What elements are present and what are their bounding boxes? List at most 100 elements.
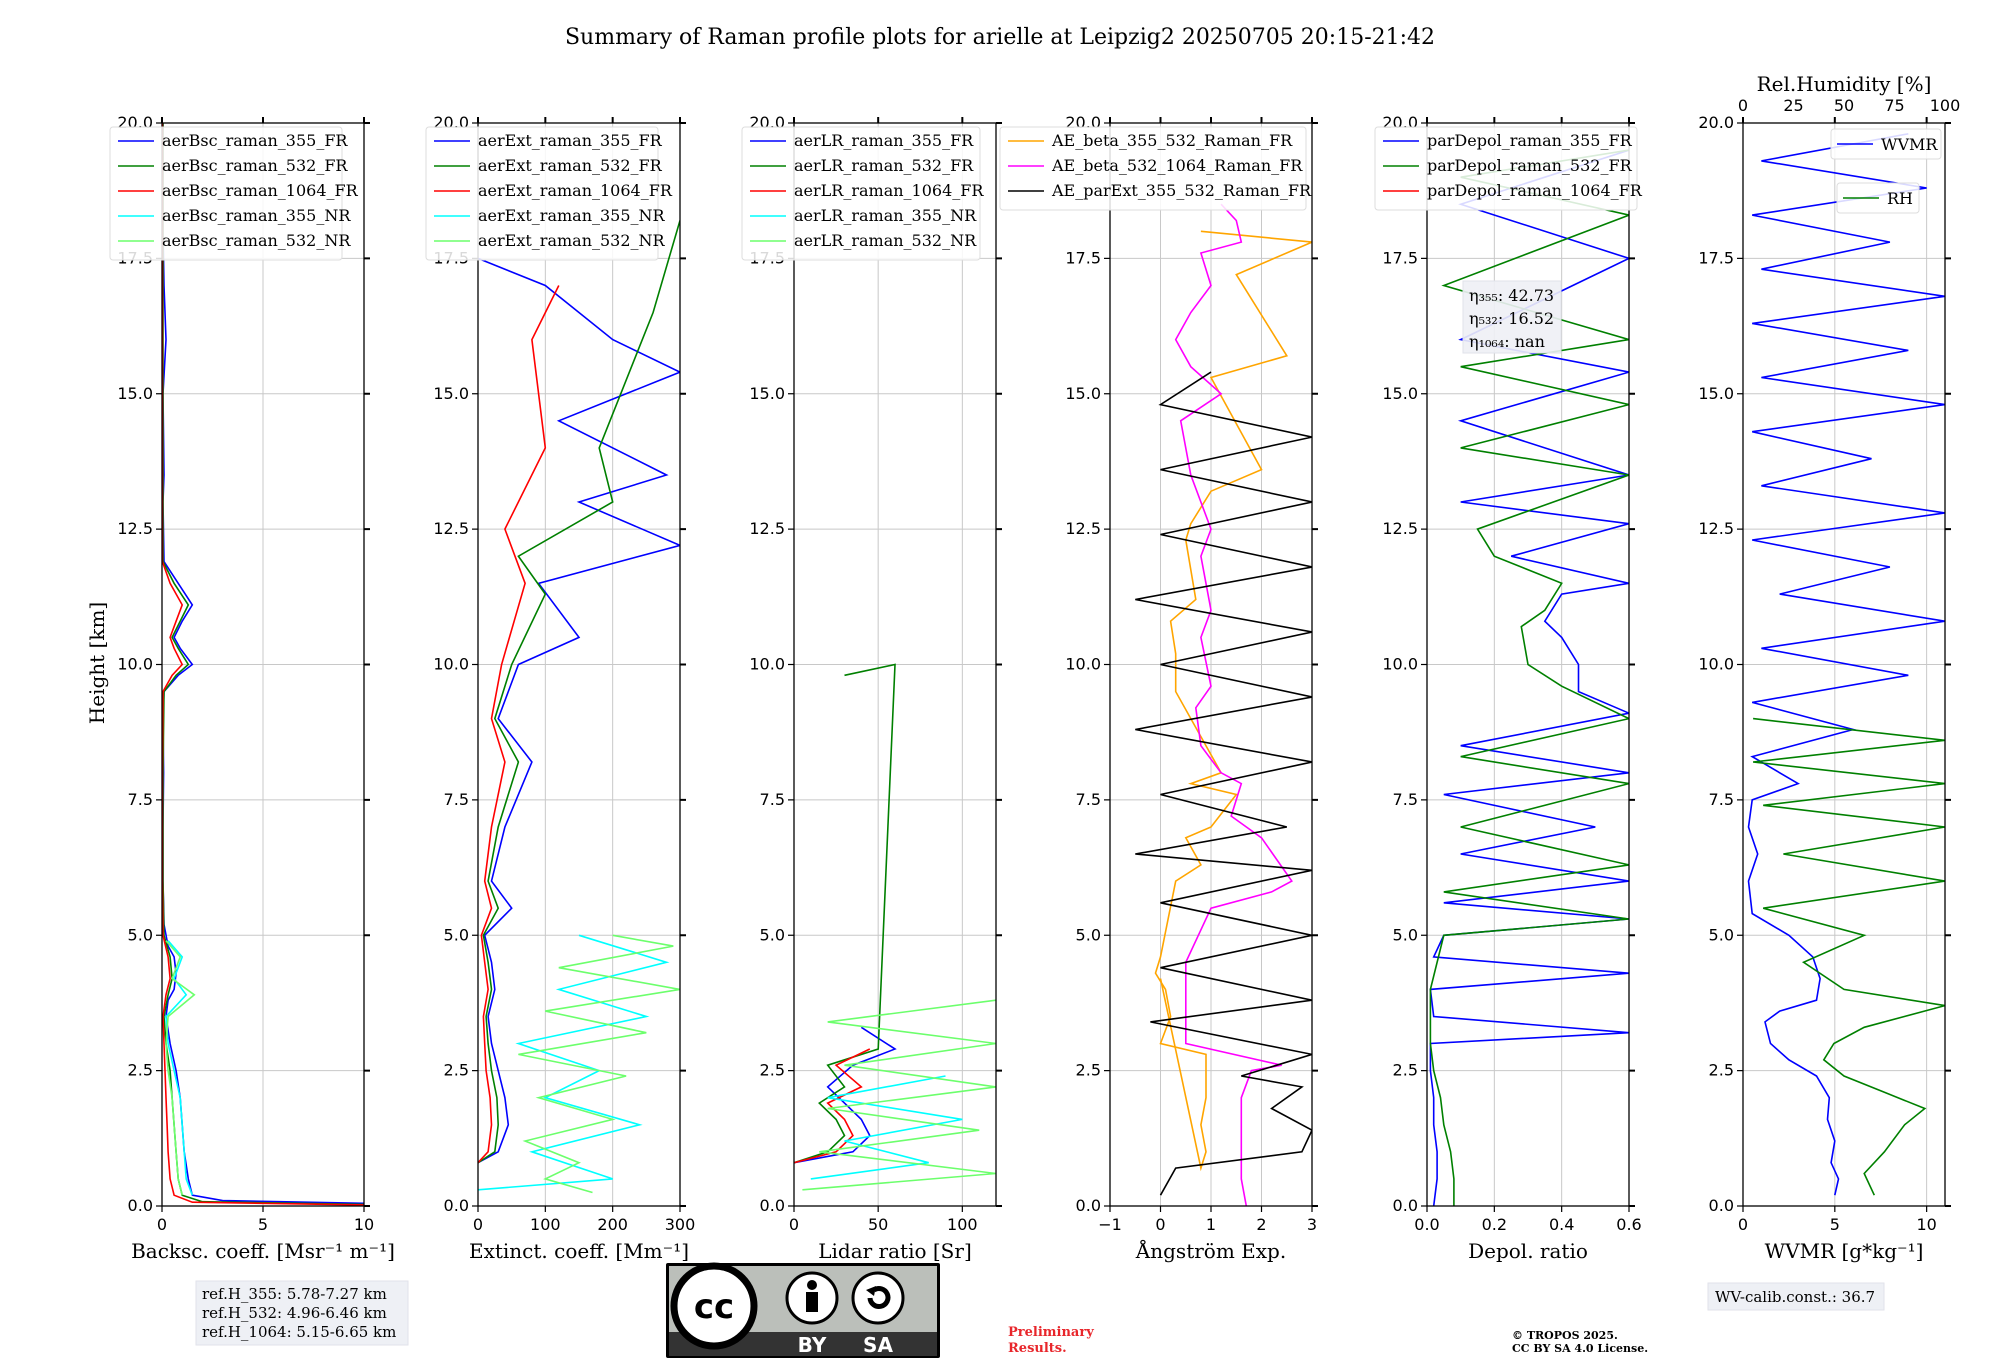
series-AE_beta_355_532_Raman_FR bbox=[1154, 230, 1312, 1172]
x-axis-label: Extinct. coeff. [Mm⁻¹] bbox=[469, 1239, 689, 1263]
x-tick-label: 50 bbox=[868, 1215, 888, 1234]
y-tick-label: 12.5 bbox=[433, 519, 469, 538]
y-tick-label: 7.5 bbox=[128, 790, 153, 809]
preliminary-line2: Results. bbox=[1008, 1341, 1067, 1356]
y-tick-label: 5.0 bbox=[1709, 925, 1734, 944]
panel-backscatter: 0.02.55.07.510.012.515.017.520.00510Back… bbox=[109, 113, 395, 1263]
cc-text: cc bbox=[694, 1287, 734, 1327]
x2-tick-label: 50 bbox=[1834, 96, 1854, 115]
legend-box bbox=[999, 126, 1307, 211]
legend-label: aerLR_raman_355_NR bbox=[794, 206, 977, 225]
ref-h-532: ref.H_532: 4.96-6.46 km bbox=[202, 1304, 387, 1322]
series-AE_parExt_355_532_Raman_FR bbox=[1135, 371, 1312, 1196]
x-tick-label: 0.6 bbox=[1616, 1215, 1641, 1234]
series-parDepol_raman_532_FR bbox=[1429, 149, 1629, 1206]
y-tick-label: 12.5 bbox=[749, 519, 785, 538]
y-tick-label: 7.5 bbox=[444, 790, 469, 809]
x-tick-label: −1 bbox=[1098, 1215, 1122, 1234]
x-axis-label: Ångström Exp. bbox=[1135, 1238, 1286, 1263]
y-tick-label: 0.0 bbox=[1393, 1196, 1418, 1215]
legend-label: aerBsc_raman_355_FR bbox=[162, 131, 348, 150]
eta-eta355: η₃₅₅: 42.73 bbox=[1469, 286, 1554, 305]
y-tick-label: 15.0 bbox=[1382, 384, 1418, 403]
x-tick-label: 0 bbox=[1155, 1215, 1165, 1234]
legend-label: parDepol_raman_532_FR bbox=[1427, 156, 1633, 175]
legend-label: aerBsc_raman_532_NR bbox=[162, 231, 351, 250]
series-group bbox=[478, 220, 680, 1194]
legend-box bbox=[1830, 128, 1942, 160]
y-tick-label: 17.5 bbox=[1382, 248, 1418, 267]
wv-calib-text: WV-calib.const.: 36.7 bbox=[1715, 1288, 1875, 1306]
by-label: BY bbox=[798, 1333, 827, 1357]
y-tick-label: 10.0 bbox=[1698, 655, 1734, 674]
y-tick-label: 0.0 bbox=[1709, 1196, 1734, 1215]
x-tick-label: 0.0 bbox=[1414, 1215, 1439, 1234]
y-tick-label: 10.0 bbox=[1065, 655, 1101, 674]
series-aerBsc_raman_532_NR bbox=[165, 940, 196, 1196]
series-group bbox=[1429, 149, 1629, 1206]
legend: aerBsc_raman_355_FR aerBsc_raman_532_FRae… bbox=[109, 126, 359, 261]
ref-h-355: ref.H_355: 5.78-7.27 km bbox=[202, 1285, 387, 1303]
y-tick-label: 10.0 bbox=[117, 655, 153, 674]
x-tick-label: 0.2 bbox=[1482, 1215, 1507, 1234]
y-tick-label: 12.5 bbox=[1382, 519, 1418, 538]
series-group bbox=[162, 123, 364, 1206]
legend-label: aerLR_raman_532_FR bbox=[794, 156, 974, 175]
y-tick-label: 2.5 bbox=[760, 1061, 785, 1080]
legend-label: aerExt_raman_355_FR bbox=[478, 131, 663, 150]
y-tick-label: 2.5 bbox=[444, 1061, 469, 1080]
legend: parDepol_raman_355_FR parDepol_raman_532_… bbox=[1374, 126, 1643, 211]
x2-tick-label: 75 bbox=[1884, 96, 1904, 115]
x2-tick-label: 0 bbox=[1738, 96, 1748, 115]
y-tick-label: 15.0 bbox=[433, 384, 469, 403]
series-group bbox=[794, 663, 996, 1191]
x-axis-label: Lidar ratio [Sr] bbox=[818, 1239, 972, 1263]
panel-lidar-ratio: 0.02.55.07.510.012.515.017.520.0050100Li… bbox=[741, 113, 1002, 1263]
y-tick-label: 5.0 bbox=[760, 925, 785, 944]
x-axis-label: Backsc. coeff. [Msr⁻¹ m⁻¹] bbox=[131, 1239, 395, 1263]
legend-label: AE_parExt_355_532_Raman_FR bbox=[1051, 181, 1312, 200]
x-tick-label: 100 bbox=[947, 1215, 978, 1234]
x-tick-label: 3 bbox=[1307, 1215, 1317, 1234]
y-tick-label: 10.0 bbox=[1382, 655, 1418, 674]
eta-box bbox=[1462, 280, 1562, 354]
legend-box bbox=[425, 126, 659, 261]
x-tick-label: 0 bbox=[1738, 1215, 1748, 1234]
y-tick-label: 15.0 bbox=[749, 384, 785, 403]
panel-extinction: 0.02.55.07.510.012.515.017.520.001002003… bbox=[425, 113, 695, 1263]
y-tick-label: 12.5 bbox=[117, 519, 153, 538]
series-aerLR_raman_355_NR bbox=[810, 1075, 963, 1180]
series-aerExt_raman_355_FR bbox=[478, 257, 680, 1164]
legend-label: aerBsc_raman_1064_FR bbox=[162, 181, 359, 200]
legend-label: aerExt_raman_532_FR bbox=[478, 156, 663, 175]
legend-box bbox=[109, 126, 343, 261]
legend-label: aerBsc_raman_532_FR bbox=[162, 156, 348, 175]
cc-license-badge[interactable]: cc BY SA bbox=[666, 1262, 940, 1358]
series-group bbox=[1747, 133, 1945, 1196]
x-tick-label: 200 bbox=[597, 1215, 628, 1234]
series-aerLR_raman_532_NR bbox=[802, 999, 996, 1191]
x-tick-label: 5 bbox=[1830, 1215, 1840, 1234]
copyright-line2: CC BY SA 4.0 License. bbox=[1512, 1342, 1648, 1355]
x-tick-label: 0.4 bbox=[1549, 1215, 1574, 1234]
series-AE_beta_532_1064_Raman_FR bbox=[1174, 203, 1293, 1206]
y-tick-label: 10.0 bbox=[433, 655, 469, 674]
series-aerExt_raman_355_NR bbox=[478, 934, 670, 1191]
x-tick-label: 0 bbox=[789, 1215, 799, 1234]
panel-angstrom: 0.02.55.07.510.012.515.017.520.0−1 0 1 2 3Ån… bbox=[999, 113, 1318, 1263]
eta-eta1064: η₁₀₆₄: nan bbox=[1469, 332, 1545, 351]
y-tick-label: 2.5 bbox=[1076, 1061, 1101, 1080]
x-tick-label: 1 bbox=[1206, 1215, 1216, 1234]
series-parDepol_raman_355_FR bbox=[1429, 149, 1629, 1206]
y-tick-label: 0.0 bbox=[760, 1196, 785, 1215]
series-aerLR_raman_532_FR bbox=[794, 663, 896, 1164]
series-RH bbox=[1753, 717, 1945, 1196]
ref-h-1064: ref.H_1064: 5.15-6.65 km bbox=[202, 1323, 396, 1341]
x2-tick-label: 25 bbox=[1783, 96, 1803, 115]
y-tick-label: 7.5 bbox=[1709, 790, 1734, 809]
y-tick-label: 5.0 bbox=[1076, 925, 1101, 944]
panel-wvmr: 0.02.55.07.510.012.515.017.520.00 5 10WVMR… bbox=[1698, 72, 1960, 1263]
y-tick-label: 0.0 bbox=[128, 1196, 153, 1215]
legend: AE_beta_355_532_Raman_FR AE_beta_532_1064… bbox=[999, 126, 1312, 211]
legend-label: aerLR_raman_1064_FR bbox=[794, 181, 984, 200]
